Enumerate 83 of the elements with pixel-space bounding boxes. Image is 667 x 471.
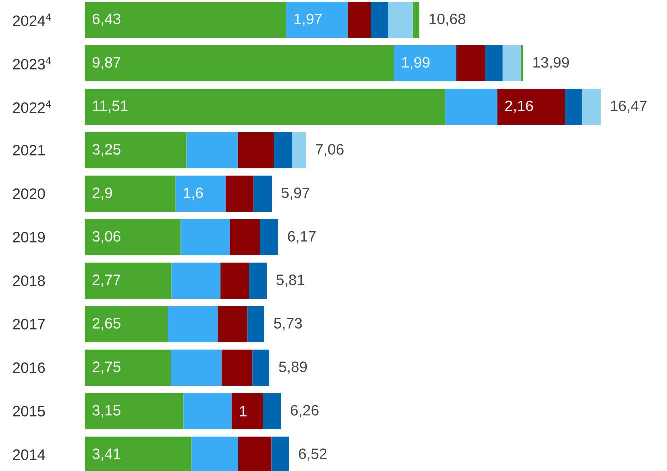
y-tick-label: 2024$^{4}$ (13, 14, 52, 26)
bar (371, 2, 389, 38)
total-label: 6,52 (299, 448, 327, 462)
data-label: 9,87 (92, 57, 121, 70)
bar (85, 306, 168, 342)
total-label: 7,06 (316, 144, 344, 157)
bar (254, 176, 272, 212)
bar (168, 306, 218, 342)
bar (249, 262, 268, 299)
total-label: 10,68 (430, 14, 466, 26)
bar (180, 219, 230, 256)
bar (85, 132, 187, 169)
bar (248, 306, 265, 342)
total-label: 6,26 (291, 405, 319, 418)
total-label: 5,81 (276, 274, 305, 288)
bar (446, 88, 498, 126)
bar (238, 132, 274, 169)
bar (85, 88, 446, 126)
data-label: 3,25 (92, 144, 121, 157)
y-tick-label: 2014 (13, 450, 46, 460)
y-tick-label: 2020 (13, 188, 46, 200)
bar (260, 219, 278, 256)
bar (85, 45, 394, 82)
bar (85, 393, 184, 430)
data-label: 6,43 (92, 14, 121, 26)
bar (176, 176, 226, 212)
y-tick-label: 2022$^{4}$ (13, 100, 52, 114)
data-label: 2,16 (506, 100, 534, 114)
bar (252, 350, 270, 386)
y-tick-label: 2016 (13, 362, 46, 374)
bar (85, 219, 181, 256)
bar (218, 306, 248, 342)
bar (413, 2, 420, 38)
bar (220, 262, 250, 299)
total-label: 5,89 (279, 362, 308, 374)
data-label: 3,06 (92, 231, 121, 244)
data-label: 1,99 (402, 57, 430, 70)
total-label: 13,99 (534, 57, 570, 70)
data-label: 1 (240, 406, 247, 417)
bar (171, 350, 222, 386)
bar (186, 132, 238, 169)
bar (394, 45, 457, 82)
total-label: 6,17 (288, 231, 316, 244)
bar (85, 2, 286, 38)
bar (85, 262, 172, 299)
data-label: 2,65 (92, 318, 121, 331)
total-label: 5,97 (282, 188, 310, 200)
data-label: 1,97 (294, 14, 322, 26)
bar (286, 2, 348, 38)
data-label: 3,15 (92, 405, 121, 418)
y-tick-label: 2019 (13, 232, 46, 243)
y-tick-label: 2017 (13, 319, 46, 330)
bar (292, 132, 306, 169)
bar (565, 88, 582, 126)
y-tick-label: 2015 (13, 406, 46, 417)
bar (222, 350, 253, 386)
bar (456, 45, 486, 82)
bar (274, 132, 292, 169)
y-tick-label: 2018 (13, 276, 46, 286)
data-label: 1,6 (184, 188, 204, 200)
total-label: 5,73 (274, 318, 302, 331)
y-tick-label: 2023$^{4}$ (13, 57, 52, 70)
bar (85, 176, 176, 212)
bar (232, 393, 264, 430)
data-label: 2,9 (92, 188, 112, 200)
bar (388, 2, 414, 38)
bar (485, 45, 503, 82)
bar (184, 393, 232, 430)
total-label: 16,47 (611, 100, 647, 114)
data-label: 2,75 (92, 362, 121, 374)
data-label: 2,77 (92, 274, 121, 288)
bar (498, 88, 566, 126)
y-tick-label: 2021 (13, 145, 46, 156)
data-label: 11,51 (93, 100, 128, 114)
bar (226, 176, 254, 212)
bar (582, 88, 601, 126)
bar (85, 350, 172, 386)
bar (263, 393, 282, 430)
bar (230, 219, 260, 256)
bar (502, 45, 522, 82)
bar (172, 262, 221, 299)
data-label: 3,41 (92, 448, 121, 462)
bar (348, 2, 372, 38)
